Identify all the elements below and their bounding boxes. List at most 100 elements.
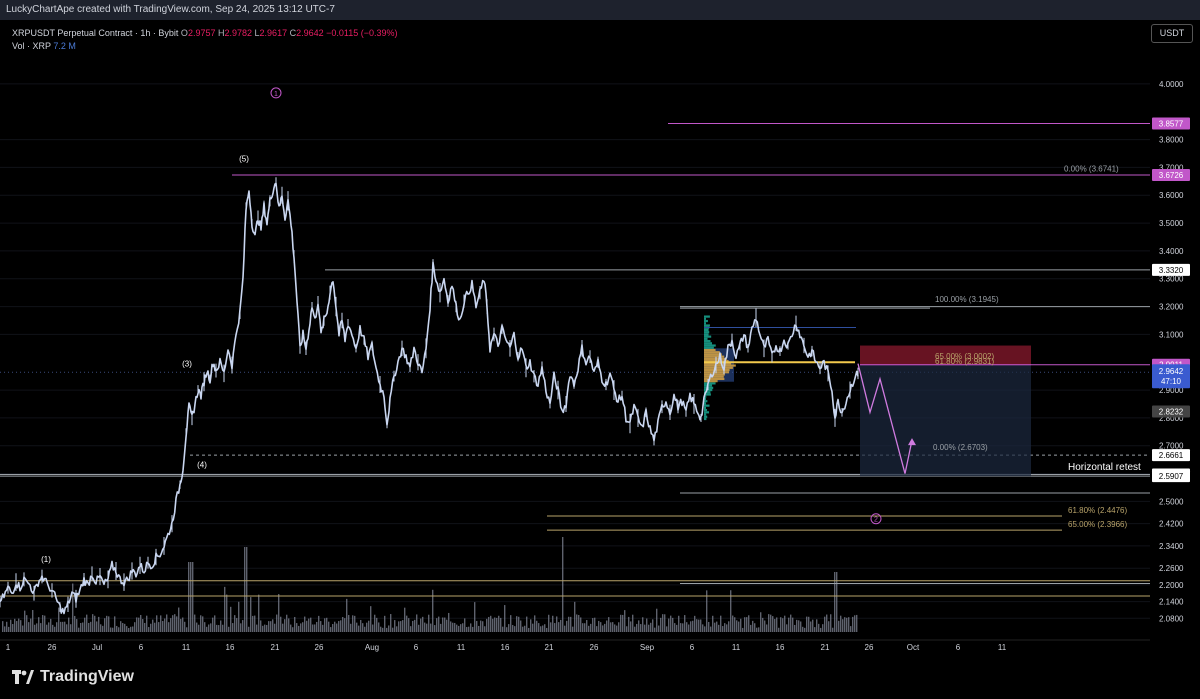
volume-bar — [352, 615, 354, 632]
price-tag-bg — [1152, 169, 1190, 182]
volume-bar — [404, 607, 406, 632]
volume-bar — [270, 621, 272, 632]
legend-close-label: C — [289, 28, 297, 38]
volume-bar — [312, 624, 314, 632]
volume-bar — [560, 619, 562, 632]
volume-bar — [34, 624, 36, 632]
volume-profile-bar — [704, 375, 724, 378]
volume-bar — [364, 626, 366, 632]
volume-bar — [762, 617, 764, 632]
volume-bar — [368, 620, 370, 632]
volume-bar — [574, 601, 576, 632]
volume-bar — [844, 617, 846, 632]
chart-background — [0, 20, 1200, 660]
tradingview-logo[interactable]: TradingView — [12, 668, 134, 686]
volume-bar — [826, 614, 828, 632]
volume-bar — [432, 589, 434, 632]
volume-bar — [558, 622, 560, 632]
y-tick-label: 2.2600 — [1159, 564, 1184, 573]
volume-bar — [812, 619, 814, 632]
price-axis: 4.0000 3.8000 3.7000 3.6000 3.5000 3.4000 3.30… — [1150, 20, 1200, 660]
volume-bar — [130, 626, 132, 632]
volume-bar — [802, 626, 804, 632]
volume-bar — [792, 617, 794, 632]
volume-bar — [776, 617, 778, 632]
y-tick-label: 3.2000 — [1159, 303, 1184, 312]
volume-bar — [442, 617, 444, 632]
volume-bar — [504, 605, 506, 632]
volume-profile-bar — [704, 404, 710, 407]
wave-circle-label: 2 — [874, 517, 878, 524]
volume-bar — [112, 627, 114, 632]
volume-bar — [764, 620, 766, 632]
volume-bar — [828, 621, 830, 632]
chart-legend: XRPUSDT Perpetual Contract · 1h · Bybit … — [12, 27, 398, 53]
volume-bar — [532, 623, 534, 632]
volume-bar — [748, 615, 750, 632]
volume-bar — [134, 622, 136, 632]
volume-bar — [334, 621, 336, 632]
x-tick-label: Jul — [92, 643, 102, 652]
projection-path — [857, 363, 913, 474]
volume-bar — [562, 537, 564, 632]
volume-bar — [846, 617, 848, 632]
volume-bar — [122, 623, 124, 632]
volume-bar — [336, 623, 338, 632]
volume-bar — [10, 619, 12, 632]
volume-bar — [386, 627, 388, 632]
volume-bar — [348, 614, 350, 632]
x-tick-label: Sep — [640, 643, 655, 652]
volume-bar — [66, 624, 68, 632]
volume-bar — [90, 621, 92, 632]
volume-bar — [54, 626, 56, 632]
volume-bar — [398, 621, 400, 632]
volume-bar — [82, 622, 84, 632]
volume-bar — [394, 620, 396, 632]
legend-symbol[interactable]: XRPUSDT Perpetual Contract · 1h · Bybit — [12, 28, 179, 38]
volume-bar — [642, 617, 644, 632]
volume-bar — [732, 615, 734, 632]
volume-bar — [390, 614, 392, 632]
volume-bar — [586, 620, 588, 632]
volume-bar — [466, 627, 468, 632]
volume-bar — [100, 624, 102, 632]
volume-bar — [8, 626, 10, 632]
volume-bar — [104, 618, 106, 632]
volume-bar — [690, 621, 692, 632]
volume-bar — [180, 618, 182, 632]
volume-bar — [186, 627, 188, 632]
legend-vol-label[interactable]: Vol · XRP — [12, 41, 51, 51]
volume-profile-bar — [704, 324, 710, 327]
price-chart[interactable]: 0.00% (3.6741) 100.00% (3.1945) 65.00% (3.… — [0, 20, 1200, 660]
volume-bar — [628, 616, 630, 632]
volume-bar — [656, 608, 658, 632]
volume-bar — [526, 616, 528, 632]
volume-bar — [230, 606, 232, 632]
volume-profile-bar — [704, 328, 709, 332]
volume-bar — [88, 622, 90, 632]
volume-bar — [786, 624, 788, 632]
volume-bar — [698, 619, 700, 632]
volume-bar — [162, 621, 164, 632]
x-tick-label: 26 — [315, 643, 324, 652]
volume-profile-bar — [704, 357, 727, 360]
volume-bar — [310, 617, 312, 632]
volume-bar — [140, 614, 142, 632]
volume-bar — [854, 615, 856, 632]
volume-profile-bar — [704, 377, 725, 381]
volume-profile-bar — [704, 417, 707, 421]
volume-bar — [32, 610, 34, 632]
volume-bar — [384, 615, 386, 632]
volume-profile-bar — [704, 402, 706, 405]
volume-bar — [456, 624, 458, 632]
volume-bar — [136, 617, 138, 632]
volume-bar — [142, 619, 144, 632]
volume-bar — [170, 618, 172, 632]
volume-bar — [358, 625, 360, 632]
volume-profile-bar — [704, 373, 725, 376]
volume-bar — [74, 615, 76, 632]
currency-button[interactable]: USDT — [1151, 24, 1193, 43]
volume-bar — [738, 621, 740, 632]
volume-bar — [400, 621, 402, 632]
volume-bar — [472, 626, 474, 632]
